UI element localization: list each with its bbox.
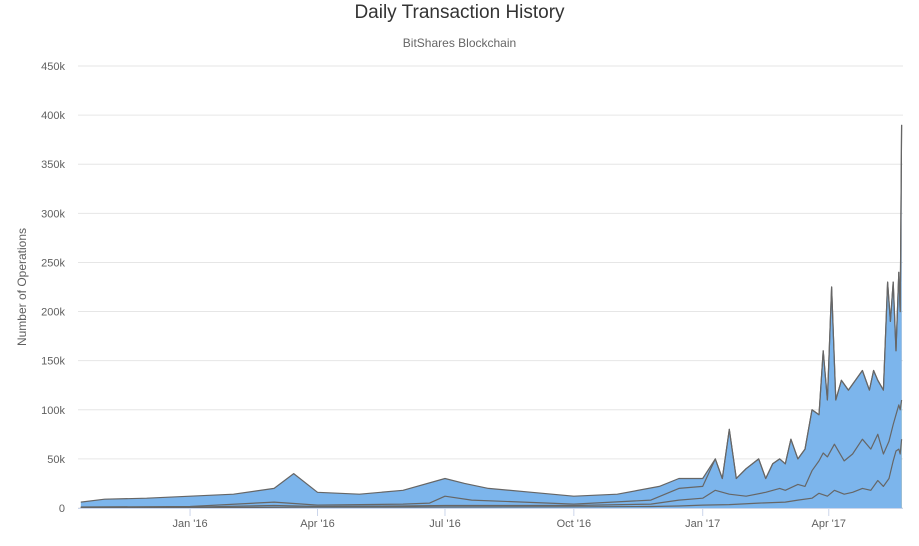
x-tick-label: Apr '17 — [812, 518, 847, 530]
x-tick-label: Jan '17 — [685, 518, 720, 530]
series-line-3 — [80, 124, 903, 503]
x-tick-label: Jan '16 — [172, 518, 207, 530]
series-line-0 — [80, 439, 903, 509]
grid-lines — [78, 65, 903, 509]
y-tick-label: 0 — [59, 503, 65, 515]
y-tick-label: 300k — [41, 208, 65, 220]
x-tick-label: Jul '16 — [429, 518, 460, 530]
series-areas — [80, 124, 903, 509]
y-tick-label: 150k — [41, 356, 65, 368]
y-tick-label: 250k — [41, 257, 65, 269]
series-line-1 — [80, 399, 903, 509]
y-tick-label: 100k — [41, 405, 65, 417]
y-tick-label: 400k — [41, 110, 65, 122]
y-tick-label: 350k — [41, 159, 65, 171]
series-area-3 — [80, 124, 902, 509]
y-tick-label: 200k — [41, 307, 65, 319]
y-axis-title: Number of Operations — [15, 228, 29, 346]
y-tick-label: 50k — [47, 454, 65, 466]
y-tick-label: 450k — [41, 61, 65, 73]
chart-title: Daily Transaction History — [354, 2, 565, 23]
chart-subtitle: BitShares Blockchain — [402, 36, 517, 50]
x-tick-labels: Jan '16 Apr '16 Jul '16 Oct '16 Jan '17 Apr '… — [172, 508, 846, 530]
series-line-2 — [80, 124, 903, 508]
x-tick-label: Oct '16 — [557, 518, 592, 530]
y-tick-labels: 0 50k 100k 150k 200k 250k 300k 350k 400k 450k — [41, 61, 65, 515]
series-area-2 — [80, 124, 902, 509]
x-tick-label: Apr '16 — [300, 518, 335, 530]
